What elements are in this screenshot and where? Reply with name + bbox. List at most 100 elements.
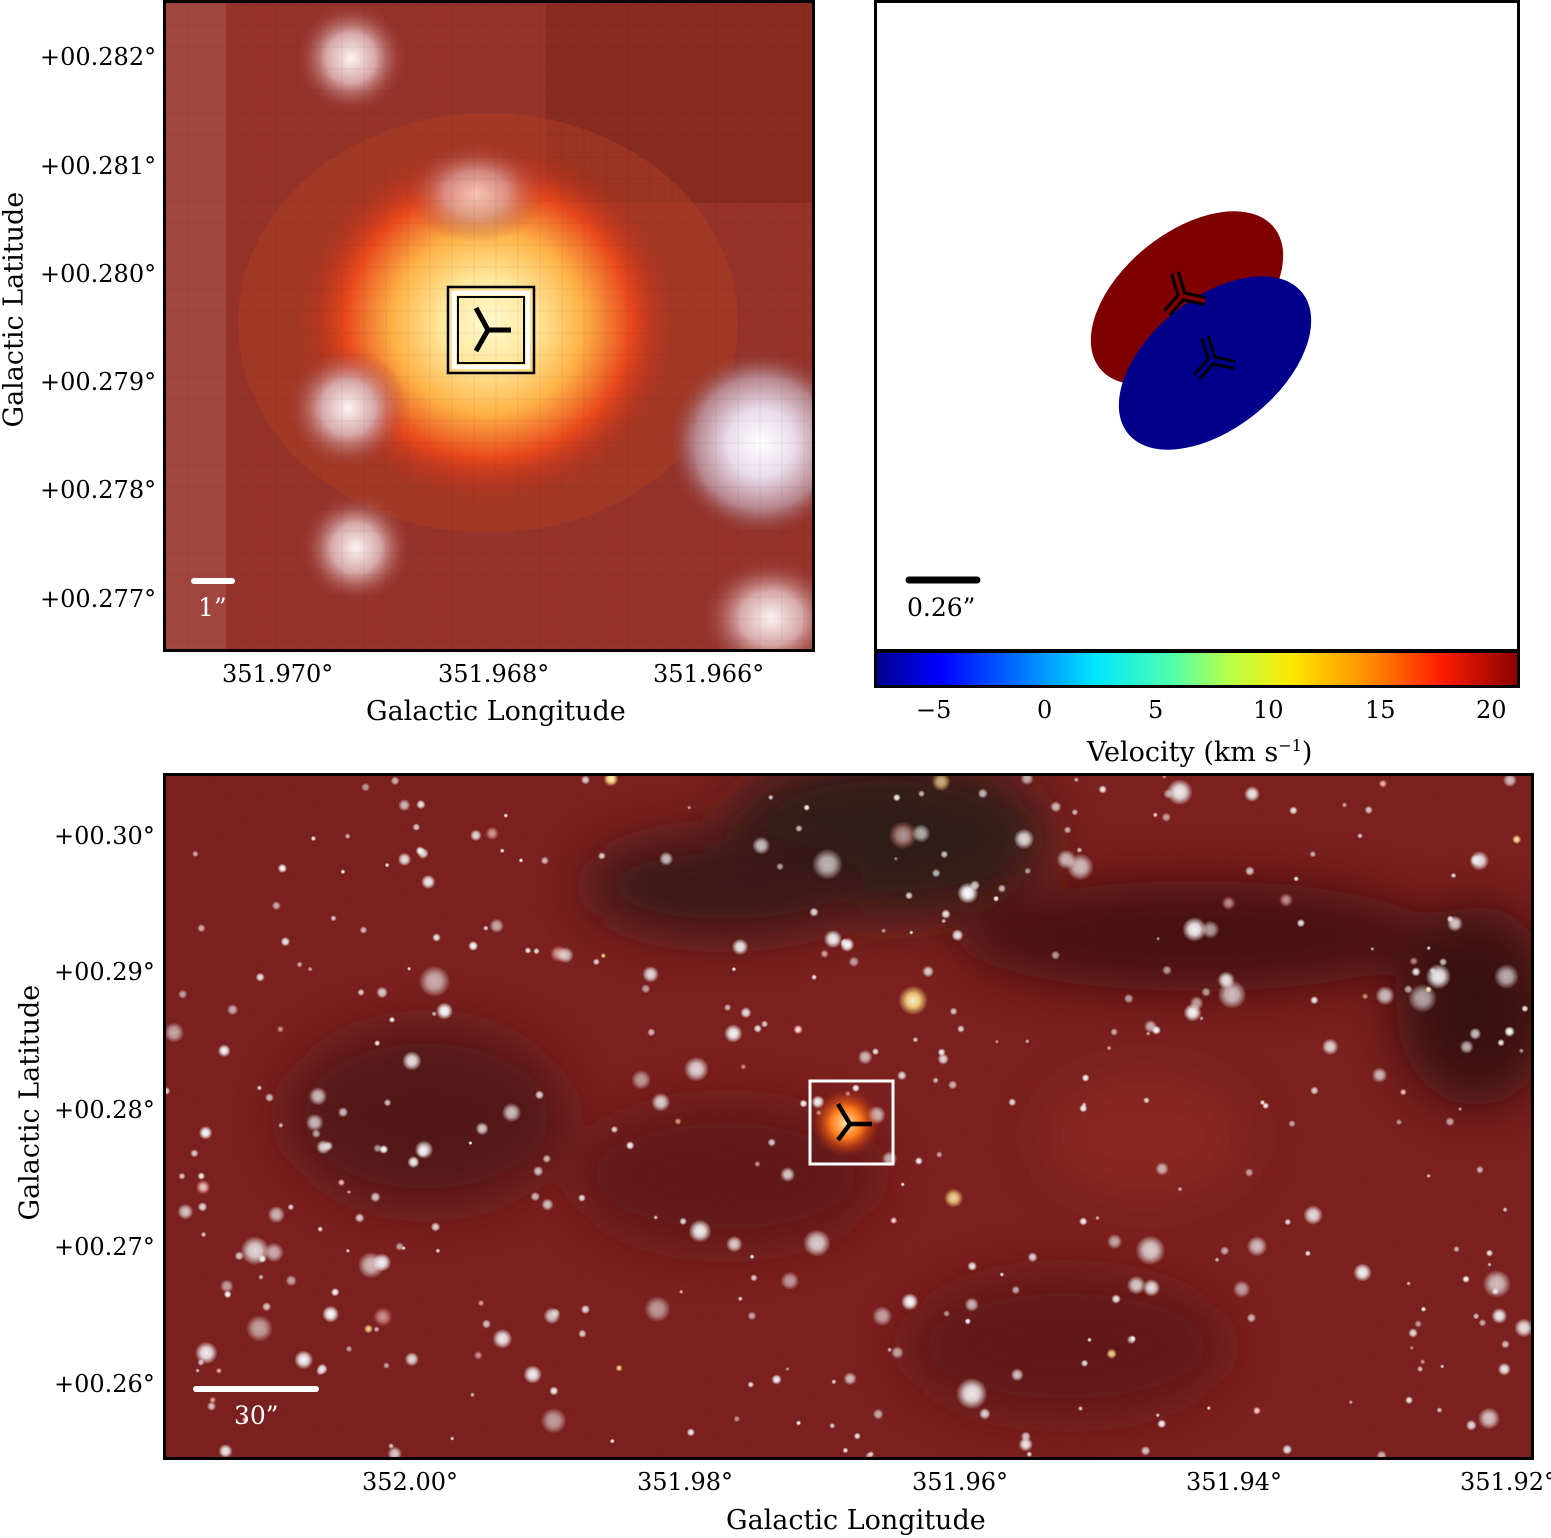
star	[388, 1016, 396, 1023]
star	[345, 1248, 350, 1253]
star	[948, 1080, 958, 1090]
star	[499, 848, 505, 854]
star	[1309, 850, 1317, 858]
star	[330, 1287, 340, 1297]
star	[450, 1436, 455, 1441]
maser-marker-icon	[836, 1102, 872, 1142]
star	[435, 1002, 454, 1020]
star	[430, 1222, 441, 1232]
y-axis-title: Galactic Latitude	[14, 984, 46, 1221]
star	[407, 1156, 420, 1169]
star	[256, 1085, 262, 1091]
star	[842, 1447, 849, 1454]
star	[407, 966, 412, 971]
star	[597, 852, 606, 860]
star	[1252, 1406, 1262, 1415]
star	[1020, 776, 1034, 786]
star	[1142, 1279, 1161, 1297]
star	[793, 1024, 803, 1035]
star	[1156, 936, 1161, 941]
star	[258, 1254, 267, 1263]
y-tick-label: +00.28°	[54, 1096, 155, 1124]
y-tick-label: +00.282°	[40, 43, 157, 71]
star	[937, 1048, 946, 1057]
star	[477, 1299, 485, 1307]
star	[956, 1377, 988, 1410]
star	[1440, 1364, 1445, 1369]
star	[166, 1022, 185, 1043]
star	[473, 1350, 483, 1360]
star	[551, 1308, 561, 1318]
star	[540, 1407, 567, 1434]
star	[344, 833, 351, 840]
star	[317, 1226, 323, 1232]
star	[941, 918, 947, 924]
star	[1477, 1407, 1500, 1430]
star	[404, 1352, 419, 1367]
star	[1409, 1345, 1414, 1350]
star	[1244, 866, 1255, 876]
star	[857, 1049, 873, 1065]
star	[198, 1126, 213, 1140]
star	[1296, 918, 1306, 928]
star	[1376, 1450, 1387, 1457]
star	[501, 1102, 522, 1123]
x-tick-label: 351.966°	[653, 660, 765, 688]
star	[831, 1379, 837, 1385]
star	[277, 863, 288, 873]
star	[359, 926, 368, 934]
star	[1201, 987, 1211, 997]
star	[1126, 1275, 1146, 1295]
star	[964, 1318, 971, 1325]
star	[890, 1346, 904, 1359]
y-tick-label: +00.280°	[40, 260, 157, 288]
colorbar-tick-label: 5	[1148, 696, 1164, 724]
star	[197, 1359, 205, 1366]
star	[1110, 1028, 1118, 1036]
star	[578, 1194, 586, 1202]
star	[684, 1056, 709, 1082]
x-tick-label: 351.94°	[1186, 1468, 1282, 1496]
star	[644, 1296, 671, 1323]
star	[872, 1306, 893, 1326]
scale-bar-label: 0.26”	[907, 593, 976, 622]
star	[1459, 1039, 1474, 1054]
star	[1143, 1097, 1150, 1104]
star	[780, 1271, 800, 1290]
x-tick-label: 352.00°	[362, 1468, 458, 1496]
star	[1420, 1306, 1427, 1312]
star	[541, 1198, 554, 1211]
star	[532, 1165, 544, 1177]
star	[197, 1202, 208, 1212]
star	[1378, 779, 1388, 788]
star	[271, 901, 281, 911]
star	[1155, 1162, 1169, 1176]
star	[843, 1372, 857, 1386]
star	[1399, 1088, 1407, 1096]
star	[780, 1167, 796, 1182]
star	[226, 1004, 239, 1016]
star	[322, 1305, 340, 1323]
star	[1491, 1287, 1499, 1295]
y-tick-label: +00.278°	[40, 476, 157, 504]
star	[1220, 1246, 1230, 1256]
star	[340, 869, 346, 875]
star	[872, 1408, 884, 1420]
star	[287, 1203, 294, 1211]
star	[941, 909, 951, 919]
star	[937, 1053, 949, 1065]
star	[731, 966, 737, 972]
star	[195, 1179, 211, 1195]
star	[401, 1246, 406, 1251]
star	[761, 1020, 769, 1028]
star	[1304, 1250, 1311, 1257]
star	[1246, 1236, 1268, 1257]
star	[1487, 1262, 1492, 1267]
star	[1027, 1252, 1038, 1263]
star	[1182, 917, 1207, 942]
star	[1026, 1451, 1033, 1457]
star	[178, 1172, 186, 1180]
star	[651, 1092, 671, 1112]
star	[796, 1420, 802, 1426]
star	[951, 929, 964, 942]
